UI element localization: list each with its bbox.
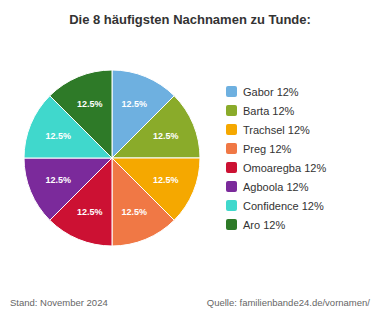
pie — [24, 70, 200, 246]
legend-label: Preg 12% — [243, 143, 292, 155]
legend-label: Barta 12% — [243, 105, 295, 117]
data-label: 12.5% — [46, 131, 72, 141]
annotation: Stand: November 2024 — [10, 297, 108, 308]
legend-swatch — [226, 219, 237, 230]
legend-swatch — [226, 162, 237, 173]
pie-slice — [24, 158, 112, 220]
pie-slice — [112, 96, 200, 158]
legend: Gabor 12% Barta 12% Trachsel 12% Preg 12% Om… — [226, 86, 326, 231]
data-labels: 12.5% 12.5% 12.5% 12.5% 12.5% 12.5% 12.5% 12.5% — [46, 99, 179, 216]
data-label: 12.5% — [77, 207, 103, 217]
chart: Die 8 häufigsten Nachnamen zu Tunde: 12.5… — [0, 0, 380, 316]
legend-label: Gabor 12% — [243, 86, 299, 98]
legend-label: Omoaregba 12% — [243, 162, 326, 174]
legend-swatch — [226, 200, 237, 211]
legend-swatch — [226, 86, 237, 97]
legend-label: Confidence 12% — [243, 200, 324, 212]
legend-swatch — [226, 181, 237, 192]
legend-label: Trachsel 12% — [243, 124, 310, 136]
data-label: 12.5% — [46, 175, 72, 185]
legend-swatch — [226, 105, 237, 116]
title: Die 8 häufigsten Nachnamen zu Tunde: — [69, 12, 311, 27]
pie-slice — [50, 70, 112, 158]
legend-swatch — [226, 124, 237, 135]
footer: Stand: November 2024 Quelle: familienband… — [10, 297, 370, 308]
pie-slice — [112, 158, 174, 246]
legend-swatch — [226, 143, 237, 154]
data-label: 12.5% — [121, 99, 147, 109]
legend-label: Agboola 12% — [243, 181, 309, 193]
data-label: 12.5% — [77, 99, 103, 109]
data-label: 12.5% — [121, 207, 147, 217]
annotation: Quelle: familienbande24.de/vornamen/ — [207, 297, 371, 308]
data-label: 12.5% — [153, 131, 179, 141]
legend-label: Aro 12% — [243, 219, 285, 231]
data-label: 12.5% — [153, 175, 179, 185]
